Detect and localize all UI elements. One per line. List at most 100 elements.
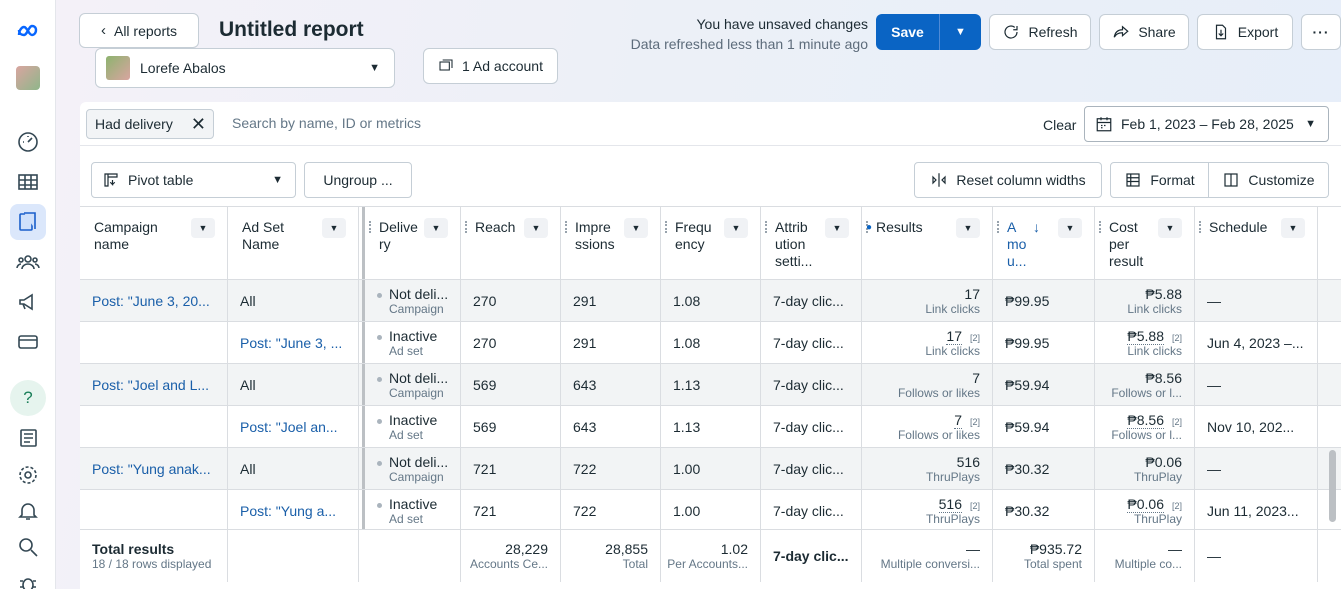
totals-cost-sub: Multiple co...: [1114, 557, 1182, 571]
save-options-dropdown[interactable]: ▼: [940, 14, 981, 50]
audience-icon[interactable]: [10, 244, 46, 280]
drag-handle-icon[interactable]: [997, 221, 999, 233]
column-menu-button[interactable]: ▼: [191, 218, 215, 238]
clear-button[interactable]: Clear: [1043, 117, 1077, 133]
column-header-frequency[interactable]: Frequ ency ▼: [661, 207, 761, 279]
adset-link[interactable]: Post: "Joel an...: [240, 419, 338, 435]
adset-link[interactable]: All: [240, 377, 256, 393]
table-row[interactable]: Post: "Yung a... Inactive Ad set 721 722 1.00…: [80, 489, 1341, 532]
cell-frequency: 1.08: [661, 280, 761, 322]
export-button[interactable]: Export: [1197, 14, 1293, 50]
vertical-scrollbar[interactable]: [1329, 450, 1336, 522]
settings-gear-icon[interactable]: [10, 457, 46, 493]
column-header-schedule[interactable]: Schedule ▼: [1195, 207, 1318, 279]
footnote-marker[interactable]: [2]: [1171, 417, 1182, 427]
adset-link[interactable]: All: [240, 461, 256, 477]
search-icon[interactable]: [10, 529, 46, 565]
campaign-link[interactable]: Post: "Yung anak...: [92, 461, 211, 477]
megaphone-icon[interactable]: [10, 284, 46, 320]
filter-chip[interactable]: Had delivery ✕: [86, 109, 214, 139]
footnote-marker[interactable]: [2]: [969, 333, 980, 343]
table-row[interactable]: Post: "Joel an... Inactive Ad set 569 643 1.1…: [80, 405, 1341, 448]
info-icon[interactable]: ●: [866, 222, 873, 233]
adset-link[interactable]: All: [240, 293, 256, 309]
footnote-marker[interactable]: [2]: [1171, 501, 1182, 511]
drag-handle-icon[interactable]: [765, 221, 767, 233]
drag-handle-icon[interactable]: [1199, 221, 1201, 233]
drag-handle-icon[interactable]: [565, 221, 567, 233]
delivery-level: Ad set: [389, 512, 424, 526]
column-header-reach[interactable]: Reach ▼: [461, 207, 561, 279]
cell-adset-name: Post: "Joel an...: [228, 406, 359, 448]
column-menu-button[interactable]: ▼: [424, 218, 448, 238]
campaign-link[interactable]: Post: "Joel and L...: [92, 377, 210, 393]
close-icon[interactable]: ✕: [190, 113, 206, 134]
column-menu-button[interactable]: ▼: [624, 218, 648, 238]
drag-handle-icon[interactable]: [866, 221, 868, 233]
drag-handle-icon[interactable]: [665, 221, 667, 233]
save-button[interactable]: Save: [876, 14, 940, 50]
all-reports-button[interactable]: ‹ All reports: [79, 13, 199, 48]
footnote-marker[interactable]: [2]: [969, 417, 980, 427]
footnote-marker[interactable]: [2]: [1171, 333, 1182, 343]
column-menu-button[interactable]: ▼: [1281, 218, 1305, 238]
column-header-attribution[interactable]: Attrib ution setti... ▼: [761, 207, 862, 279]
meta-logo-icon[interactable]: [10, 14, 46, 50]
refresh-button[interactable]: Refresh: [989, 14, 1091, 50]
help-icon[interactable]: ?: [10, 380, 46, 416]
sort-arrow-icon[interactable]: ↓: [1033, 219, 1040, 235]
column-header-text: A: [1007, 219, 1017, 235]
column-menu-button[interactable]: ▼: [956, 218, 980, 238]
drag-handle-icon[interactable]: [1099, 221, 1101, 233]
column-header-results[interactable]: ● Results ▼: [862, 207, 993, 279]
column-header-impressions[interactable]: Impre ssions ▼: [561, 207, 661, 279]
ad-account-button[interactable]: 1 Ad account: [423, 48, 558, 84]
reset-column-widths-button[interactable]: Reset column widths: [914, 162, 1102, 198]
format-button[interactable]: Format: [1110, 162, 1209, 198]
column-header-delivery[interactable]: Delive ry ▼: [362, 207, 461, 279]
share-button[interactable]: Share: [1099, 14, 1189, 50]
column-menu-button[interactable]: ▼: [1158, 218, 1182, 238]
cell-impressions: 722: [561, 490, 661, 532]
footnote-marker[interactable]: [2]: [969, 501, 980, 511]
column-header-adset-name[interactable]: Ad Set Name ▼: [228, 207, 359, 279]
notifications-bell-icon[interactable]: [10, 493, 46, 529]
totals-frequency-sub: Per Accounts...: [667, 557, 748, 571]
adset-link[interactable]: Post: "Yung a...: [240, 503, 337, 519]
column-header-campaign-name[interactable]: Campaign name ▼: [80, 207, 228, 279]
reports-icon[interactable]: [10, 204, 46, 240]
drag-handle-icon[interactable]: [465, 221, 467, 233]
column-menu-button[interactable]: ▼: [524, 218, 548, 238]
dashboard-icon[interactable]: [10, 124, 46, 160]
drag-handle-icon[interactable]: [369, 221, 371, 233]
search-input[interactable]: Search by name, ID or metrics: [232, 115, 422, 131]
column-menu-button[interactable]: ▼: [724, 218, 748, 238]
pivot-table-selector[interactable]: Pivot table ▼: [91, 162, 296, 198]
ungroup-button[interactable]: Ungroup ...: [304, 162, 412, 198]
status-dot-icon: [377, 292, 382, 298]
customize-button[interactable]: Customize: [1208, 162, 1329, 198]
column-menu-button[interactable]: ▼: [322, 218, 346, 238]
results-value: 7: [972, 370, 980, 386]
table-row[interactable]: Post: "June 3, 20... All Not deli... Campai…: [80, 279, 1341, 322]
more-options-button[interactable]: ···: [1301, 14, 1341, 50]
table-row[interactable]: Post: "June 3, ... Inactive Ad set 270 291 1.…: [80, 321, 1341, 364]
column-menu-button[interactable]: ▼: [825, 218, 849, 238]
avatar[interactable]: [10, 60, 46, 96]
campaign-link[interactable]: Post: "June 3, 20...: [92, 293, 210, 309]
cell-impressions: 722: [561, 448, 661, 490]
news-icon[interactable]: [10, 420, 46, 456]
bug-icon[interactable]: [10, 565, 46, 589]
account-selector[interactable]: Lorefe Abalos ▼: [95, 48, 395, 88]
column-menu-button[interactable]: ▼: [1058, 218, 1082, 238]
cell-campaign-name: Post: "Yung anak...: [80, 448, 228, 490]
more-dots-icon: ···: [1312, 24, 1330, 40]
table-icon[interactable]: [10, 164, 46, 200]
table-row[interactable]: Post: "Yung anak... All Not deli... Campaig…: [80, 447, 1341, 490]
table-row[interactable]: Post: "Joel and L... All Not deli... Campai…: [80, 363, 1341, 406]
date-range-picker[interactable]: Feb 1, 2023 – Feb 28, 2025 ▼: [1084, 106, 1329, 142]
column-header-cost-per-result[interactable]: Cost per result ▼: [1095, 207, 1195, 279]
adset-link[interactable]: Post: "June 3, ...: [240, 335, 343, 351]
billing-card-icon[interactable]: [10, 324, 46, 360]
